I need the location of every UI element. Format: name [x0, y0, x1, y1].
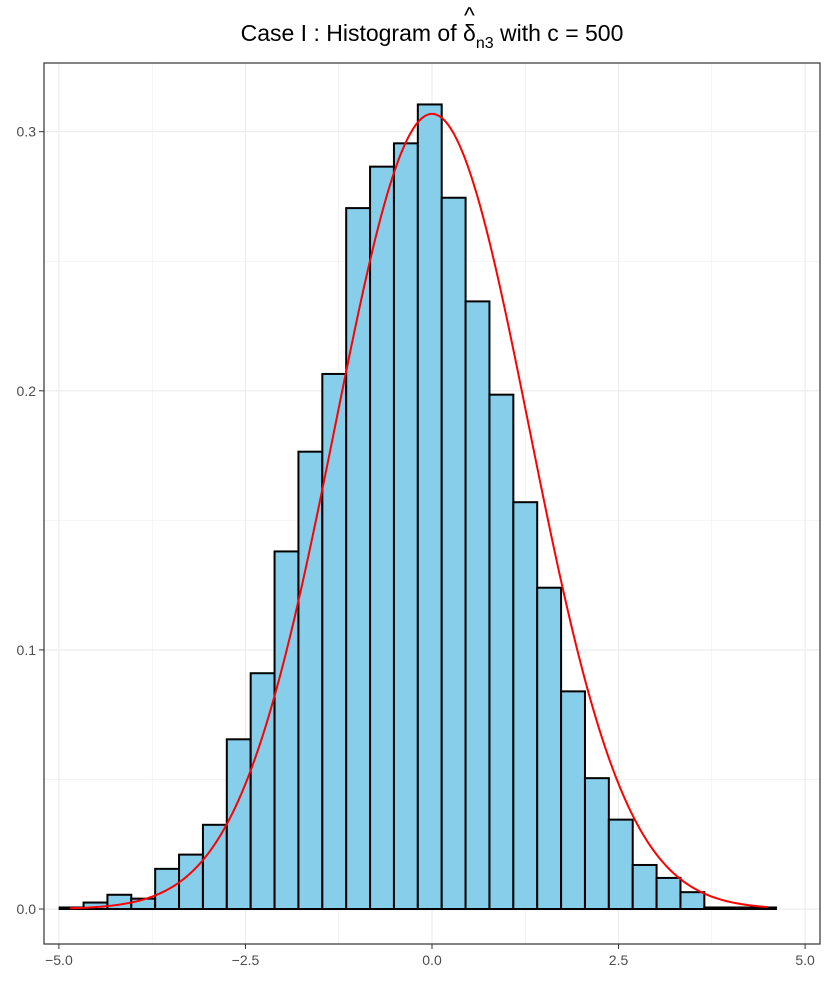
histogram-bar [703, 906, 730, 911]
histogram-bar [297, 450, 324, 911]
y-tick-label: 0.0 [17, 901, 37, 917]
histogram-bar [679, 891, 706, 911]
x-tick-label: 2.5 [609, 952, 629, 968]
y-tick-label: 0.1 [17, 642, 37, 658]
y-axis-ticks: 0.0 0.1 0.2 0.3 [17, 124, 44, 917]
x-tick-label: −5.0 [45, 952, 73, 968]
histogram-bar [369, 165, 395, 911]
x-tick-label: −2.5 [232, 952, 260, 968]
chart-title: Case I : Histogram of δn3 with c = 500 [241, 20, 624, 52]
x-axis-ticks: −5.0 −2.5 0.0 2.5 5.0 [45, 944, 815, 968]
x-tick-label: 5.0 [795, 952, 815, 968]
histogram-bar [464, 300, 491, 911]
histogram-bar [727, 906, 754, 911]
x-tick-label: 0.0 [422, 952, 442, 968]
histogram-bar [583, 777, 610, 911]
histogram-bar [321, 372, 348, 911]
histogram-bar [560, 690, 586, 911]
histogram-bar [512, 501, 539, 911]
y-tick-label: 0.2 [17, 383, 37, 399]
chart-title-prefix: Case I : Histogram of [241, 20, 463, 46]
title-hat-accent: ^ [464, 2, 475, 28]
histogram-bar [536, 586, 563, 911]
histogram-bar [225, 738, 252, 911]
histogram-bar [607, 818, 634, 911]
chart-title-symbol: δ [463, 20, 476, 46]
histogram-bar [392, 142, 419, 911]
histogram-bar [440, 196, 467, 911]
density-curve [70, 112, 768, 910]
histogram-bars [58, 103, 777, 911]
histogram-bar [416, 103, 443, 911]
histogram-bar [631, 863, 658, 911]
histogram-bar [655, 876, 682, 911]
histogram-bar [106, 893, 133, 911]
chart-title-suffix: with c = 500 [494, 20, 624, 46]
histogram-bar [273, 550, 300, 911]
histogram-bar [488, 393, 515, 911]
histogram-bar [201, 823, 228, 911]
chart-title-subscript: n3 [476, 35, 494, 52]
y-tick-label: 0.3 [17, 124, 37, 140]
